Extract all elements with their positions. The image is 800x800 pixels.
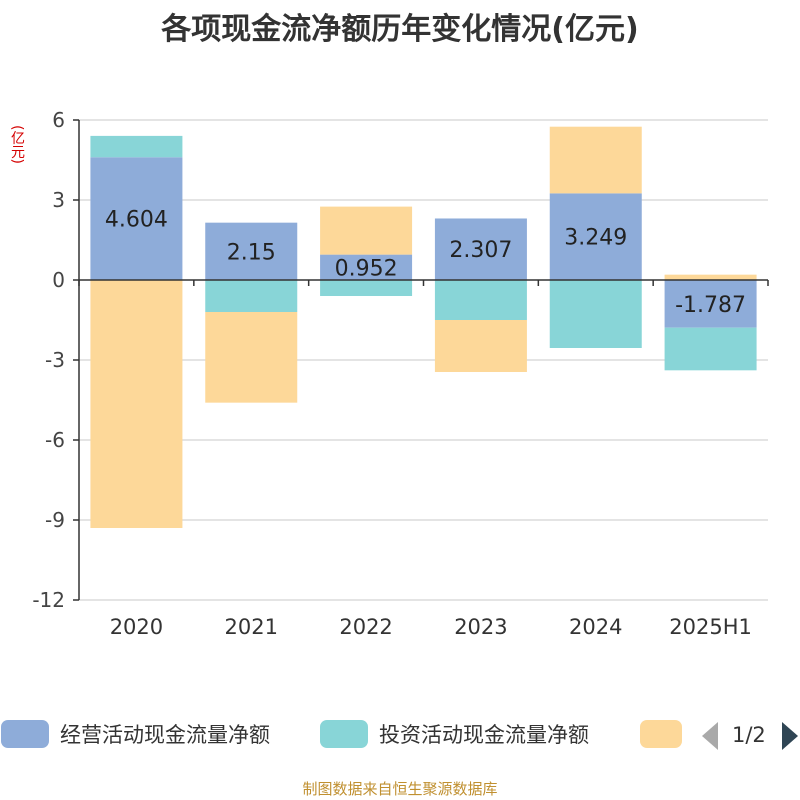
y-tick-label: -12 [32,588,65,612]
x-tick-label: 2020 [110,615,163,639]
legend-swatch-operating[interactable] [1,720,49,748]
x-tick-label: 2021 [225,615,278,639]
bar-segment [664,327,757,371]
bar-segment [549,193,642,280]
data-labels: 4.604 2.15 0.952 2.307 3.249 -1.787 [105,208,746,318]
bar-series [90,126,757,528]
data-label: -1.787 [675,293,746,318]
axes [73,119,769,601]
x-tick-label: 2022 [339,615,392,639]
legend-swatch-third[interactable] [640,720,682,748]
bar-segment [434,320,527,372]
bar-segment [664,280,757,328]
y-tick-label: 6 [52,108,65,132]
grid-lines [79,119,768,601]
bar-segment [205,222,298,280]
y-tick-label: -9 [45,508,65,532]
legend-page-indicator: 1/2 [732,723,766,747]
y-axis-unit-label: (亿元) [9,125,25,164]
legend-label-operating[interactable]: 经营活动现金流量净额 [60,723,270,747]
y-tick-labels: 6 3 0 -3 -6 -9 -12 [32,108,65,612]
bar-segment [320,254,413,280]
legend: 经营活动现金流量净额 投资活动现金流量净额 1/2 [1,720,798,750]
x-tick-label: 2025H1 [669,615,752,639]
data-label: 0.952 [335,256,398,281]
y-tick-label: -6 [45,428,65,452]
chart-title: 各项现金流净额历年变化情况(亿元) [161,12,639,47]
x-tick-labels: 2020 2021 2022 2023 2024 2025H1 [110,615,752,639]
data-label: 3.249 [564,226,627,251]
bar-segment [549,280,642,348]
y-tick-label: 0 [52,268,65,292]
data-label: 2.307 [449,238,512,263]
bar-segment [320,206,413,255]
bar-segment [90,135,183,158]
y-tick-label: 3 [52,188,65,212]
bar-segment [664,274,757,280]
triangle-right-icon[interactable] [782,722,798,750]
bar-segment [90,157,183,280]
bar-segment [205,312,298,403]
y-tick-label: -3 [45,348,65,372]
bar-segment [434,280,527,320]
legend-label-investing[interactable]: 投资活动现金流量净额 [379,723,589,747]
data-label: 4.604 [105,208,168,233]
data-label: 2.15 [227,240,276,265]
data-source-note: 制图数据来自恒生聚源数据库 [302,780,498,798]
bar-segment [90,280,183,528]
bar-segment [434,218,527,280]
legend-swatch-investing[interactable] [320,720,368,748]
x-tick-label: 2023 [454,615,507,639]
bar-segment [205,280,298,312]
bar-segment [549,126,642,194]
triangle-left-icon[interactable] [702,722,718,750]
x-tick-label: 2024 [569,615,622,639]
bar-segment [320,280,413,296]
